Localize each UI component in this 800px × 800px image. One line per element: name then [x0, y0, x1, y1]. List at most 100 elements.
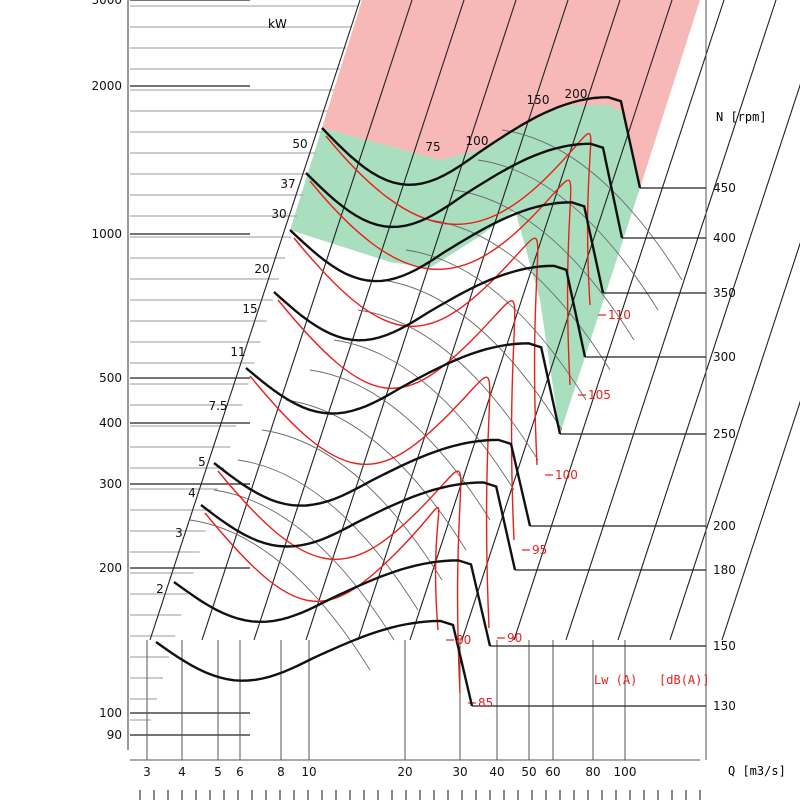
y-tick-label: 500 — [99, 371, 122, 385]
speed-tick-300: 300 — [713, 350, 736, 364]
speed-tick-250: 250 — [713, 427, 736, 441]
x-tick-label: 6 — [236, 765, 244, 779]
diagonal-line — [461, 0, 673, 641]
power-label-15: 15 — [242, 302, 257, 316]
diagonal-line — [721, 400, 800, 641]
system-curve — [261, 429, 443, 581]
fan-curve-450 — [321, 95, 642, 189]
fan-curves — [155, 95, 642, 707]
power-label-5: 5 — [198, 455, 206, 469]
speed-tick-180: 180 — [713, 563, 736, 577]
power-label-11: 11 — [230, 345, 245, 359]
sound-level-100: 100 — [555, 468, 578, 482]
diagonal-line — [305, 0, 517, 641]
diagonal-line — [149, 0, 361, 641]
speed-tick-150: 150 — [713, 639, 736, 653]
speed-tick-350: 350 — [713, 286, 736, 300]
system-curve — [237, 459, 419, 611]
power-label-4: 4 — [188, 486, 196, 500]
sound-curve-110 — [325, 132, 592, 306]
system-curve — [285, 399, 467, 551]
y-tick-label: 2000 — [91, 79, 122, 93]
power-label-7.5: 7.5 — [208, 399, 227, 413]
fan-curve-400 — [305, 142, 624, 239]
fan-curve-180 — [200, 481, 517, 571]
power-label-20: 20 — [254, 262, 269, 276]
speed-tick-200: 200 — [713, 519, 736, 533]
sound-curve-90 — [249, 375, 491, 629]
fan-curve-130 — [155, 619, 474, 707]
x-tick-label: 40 — [489, 765, 504, 779]
power-label-30: 30 — [271, 207, 286, 221]
x-tick-label: 50 — [521, 765, 536, 779]
x-tick-label: 60 — [545, 765, 560, 779]
x-tick-label: 10 — [301, 765, 316, 779]
vertical-grid — [130, 640, 701, 800]
y-tick-label: 300 — [99, 477, 122, 491]
sound-level-110: 110 — [608, 308, 631, 322]
y-tick-label: 1000 — [91, 227, 122, 241]
speed-tick-450: 450 — [713, 181, 736, 195]
system-curve — [333, 339, 515, 491]
speed-tick-130: 130 — [713, 699, 736, 713]
high-speed-zone — [322, 0, 700, 188]
sound-level-85: 85 — [478, 696, 493, 710]
y-unit-label: kW — [268, 17, 287, 31]
x-tick-label: 30 — [452, 765, 467, 779]
speed-tick-400: 400 — [713, 231, 736, 245]
efficiency-label-100: 100 — [466, 134, 489, 148]
system-curve — [453, 189, 635, 341]
sound-curve-100 — [293, 237, 539, 466]
system-curve — [213, 489, 395, 641]
diagonal-line — [253, 0, 465, 641]
sound-curve-80 — [204, 506, 440, 631]
sound-level-90: 90 — [507, 631, 522, 645]
horizontal-grid — [127, 0, 359, 750]
speed-axis-label: N [rpm] — [716, 110, 767, 124]
fan-curve-150 — [173, 559, 492, 647]
x-tick-label: 4 — [178, 765, 186, 779]
x-tick-label: 5 — [214, 765, 222, 779]
system-curve — [405, 249, 587, 401]
x-axis-label: Q [m3/s] — [728, 764, 786, 778]
system-curve — [309, 369, 491, 521]
sound-curve-105 — [309, 179, 572, 386]
efficiency-label-150: 150 — [527, 93, 550, 107]
sound-level-80: 80 — [456, 633, 471, 647]
sound-level-105: 105 — [588, 388, 611, 402]
power-label-37: 37 — [280, 177, 295, 191]
efficiency-label-200: 200 — [565, 87, 588, 101]
fan-curve-200 — [213, 438, 532, 527]
y-tick-label: 400 — [99, 416, 122, 430]
x-tick-label: 100 — [614, 765, 637, 779]
sound-curve-95 — [277, 299, 516, 541]
diagonal-line — [669, 242, 800, 641]
power-label-3: 3 — [175, 526, 183, 540]
sound-level-label: Lw (A) [dB(A)] — [594, 673, 710, 687]
fan-curve-250 — [245, 342, 562, 435]
power-label-50: 50 — [292, 137, 307, 151]
speed-axis — [472, 0, 707, 760]
diagonal-line — [617, 83, 800, 641]
sound-curve-85 — [217, 470, 462, 694]
system-curve — [501, 129, 683, 281]
diagonal-line — [513, 0, 725, 641]
x-tick-label: 80 — [585, 765, 600, 779]
diagonal-line — [565, 0, 777, 641]
x-tick-label: 8 — [277, 765, 285, 779]
system-curve — [357, 309, 539, 461]
fan-curve-350 — [289, 201, 605, 294]
power-label-2: 2 — [156, 582, 164, 596]
y-tick-label: 200 — [99, 561, 122, 575]
system-curve — [381, 279, 563, 431]
x-tick-label: 20 — [397, 765, 412, 779]
efficiency-label-75: 75 — [425, 140, 440, 154]
y-tick-label: 90 — [107, 728, 122, 742]
y-tick-label: 3000 — [91, 0, 122, 7]
sound-level-95: 95 — [532, 543, 547, 557]
y-tick-label: 100 — [99, 706, 122, 720]
x-tick-label: 3 — [143, 765, 151, 779]
system-curve — [477, 159, 659, 311]
